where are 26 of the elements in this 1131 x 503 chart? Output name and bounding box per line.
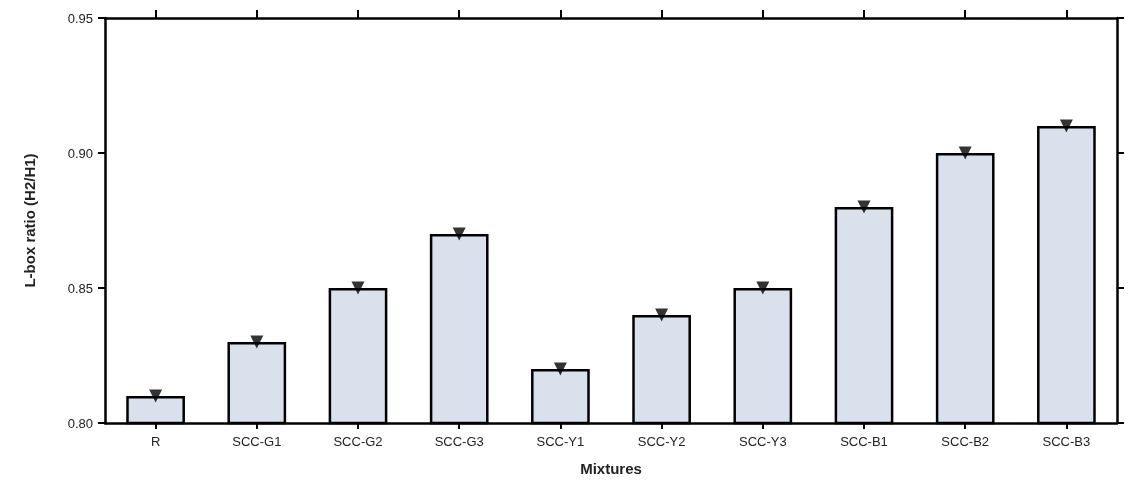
y-tick-label: 0.95: [67, 10, 93, 26]
x-tick-label: SCC-Y2: [637, 434, 686, 449]
x-tick-label: SCC-B1: [840, 434, 888, 449]
point: [250, 335, 264, 349]
y-axis-title: L-box ratio (H2/H1): [21, 153, 38, 288]
point: [857, 200, 871, 214]
point: [149, 389, 163, 403]
y-tick-label: 0.85: [67, 280, 93, 296]
point: [351, 281, 365, 295]
y-tick-label: 0.90: [67, 145, 93, 161]
x-tick-label: SCC-Y3: [738, 434, 787, 449]
point: [1059, 119, 1073, 133]
y-tick-label: 0.80: [67, 415, 93, 431]
x-tick-label: SCC-G2: [333, 434, 383, 449]
point: [655, 308, 669, 322]
x-axis-title: Mixtures: [580, 460, 642, 477]
point: [452, 227, 466, 241]
x-tick-label: SCC-B2: [941, 434, 990, 449]
x-tick-label: SCC-G3: [434, 434, 484, 449]
x-tick-label: SCC-G1: [232, 434, 282, 449]
point: [756, 281, 770, 295]
x-tick-label: SCC-B3: [1042, 434, 1091, 449]
point: [958, 146, 972, 160]
x-tick-label: R: [150, 434, 161, 449]
point: [553, 362, 567, 376]
x-tick-label: SCC-Y1: [536, 434, 585, 449]
